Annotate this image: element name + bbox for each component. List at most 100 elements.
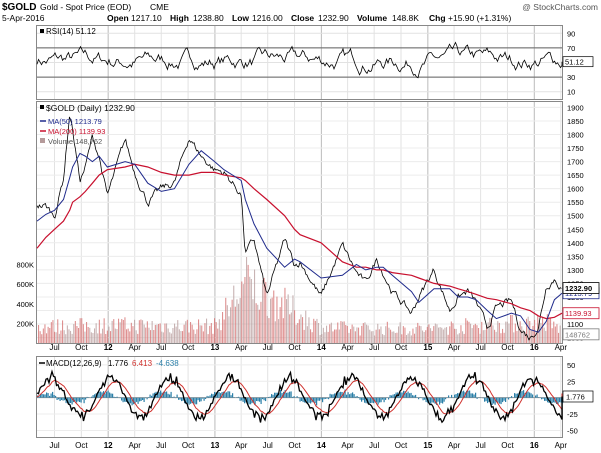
volume-bar	[510, 314, 512, 343]
macd-hist-bar	[220, 393, 222, 398]
volume-bar	[398, 326, 400, 343]
rsi-tick-label: 30	[567, 73, 575, 82]
volume-bar	[281, 297, 283, 343]
macd-hist-bar	[296, 396, 298, 398]
macd-hist-bar	[46, 392, 48, 398]
macd-hist-bar	[236, 397, 238, 398]
volume-bar	[345, 325, 347, 343]
macd-hist-bar	[182, 397, 184, 401]
volume-bar	[214, 318, 216, 343]
volume-bar	[415, 327, 417, 343]
macd-hist-bar	[365, 397, 367, 404]
macd-hist-bar	[115, 397, 117, 398]
macd-hist-bar	[80, 397, 82, 403]
macd-hist-bar	[433, 397, 435, 403]
macd-tick-label: -25	[567, 410, 578, 419]
macd-hist-bar	[149, 394, 151, 398]
volume-bar	[249, 276, 251, 343]
macd-hist-bar	[443, 397, 445, 402]
macd-hist-bar	[241, 397, 243, 401]
volume-bar	[63, 330, 65, 343]
volume-bar	[386, 321, 388, 343]
volume-bar	[225, 297, 227, 343]
volume-bar	[238, 303, 240, 343]
x-tick-label: Jul	[49, 343, 59, 352]
ma200-tag-box	[562, 307, 600, 320]
macd-hist-bar	[404, 391, 406, 398]
volume-bar	[556, 324, 558, 343]
macd-hist-bar	[401, 392, 403, 398]
x-tick-label: 12	[104, 343, 113, 352]
volume-bar	[286, 299, 288, 343]
volume-bar	[546, 314, 548, 343]
volume-bar	[466, 320, 468, 343]
macd-hist-bar	[317, 397, 319, 401]
volume-tick-label: 400K	[16, 300, 34, 309]
macd-hist-bar	[50, 393, 52, 398]
volume-bar	[529, 321, 531, 343]
volume-bar	[303, 329, 305, 343]
macd-hist-bar	[337, 391, 339, 398]
macd-hist-bar	[196, 397, 198, 405]
volume-bar	[82, 324, 84, 343]
macd-hist-bar	[166, 391, 168, 398]
volume-bar	[167, 328, 169, 343]
volume-bar	[558, 332, 560, 343]
macd-hist-bar	[437, 397, 439, 402]
macd-hist-bar	[467, 390, 469, 398]
x-tick-label: 13	[210, 343, 219, 352]
volume-bar	[330, 322, 332, 343]
volume-bar	[526, 318, 528, 343]
volume-bar	[348, 332, 350, 343]
volume-bar	[188, 332, 190, 343]
volume-bar	[494, 329, 496, 343]
volume-bar	[518, 328, 520, 343]
volume-bar	[231, 299, 233, 343]
volume-bar	[166, 323, 168, 343]
price-tick-label: 1600	[567, 185, 584, 194]
macd-hist-bar	[197, 397, 199, 401]
volume-bar	[425, 330, 427, 343]
macd-hist-bar	[131, 397, 133, 406]
macd-hist-bar	[364, 397, 366, 403]
volume-bar	[54, 331, 56, 343]
macd-hist-bar	[415, 394, 417, 398]
macd-hist-bar	[394, 394, 396, 398]
volume-bar	[140, 319, 142, 343]
volume-bar	[38, 325, 40, 343]
watermark: @ StockCharts.com	[522, 2, 598, 12]
volume-bar	[313, 318, 315, 343]
volume-bar	[151, 321, 153, 343]
volume-bar	[118, 318, 120, 343]
macd-hist-bar	[104, 393, 106, 398]
macd-hist-bar	[454, 394, 456, 398]
macd-hist-bar	[355, 396, 357, 398]
volume-bar	[89, 327, 91, 343]
macd-hist-bar	[556, 397, 558, 404]
volume-bar	[113, 319, 115, 343]
macd-hist-bar	[439, 397, 441, 405]
volume-bar	[543, 327, 545, 343]
volume-bar	[383, 335, 385, 343]
x-tick-label: 15	[423, 441, 432, 450]
macd-hist-bar	[374, 397, 376, 403]
volume-value: 148.8K	[392, 13, 419, 23]
macd-hist-bar	[470, 393, 472, 398]
macd-hist-bar	[83, 397, 85, 404]
macd-hist-bar	[137, 397, 139, 404]
volume-bar	[428, 324, 430, 343]
macd-hist-bar	[307, 397, 309, 403]
price-tick-label: 1900	[567, 103, 584, 112]
macd-hist-bar	[508, 397, 510, 400]
macd-hist-bar	[146, 397, 148, 400]
macd-hist-bar	[286, 392, 288, 398]
volume-bar	[121, 319, 123, 343]
volume-bar	[394, 333, 396, 343]
macd-hist-bar	[170, 391, 172, 398]
volume-bar	[374, 335, 376, 343]
macd-hist-bar	[544, 397, 546, 401]
macd-hist-bar	[392, 394, 394, 398]
macd-hist-bar	[61, 397, 63, 400]
macd-hist-bar	[265, 397, 267, 402]
